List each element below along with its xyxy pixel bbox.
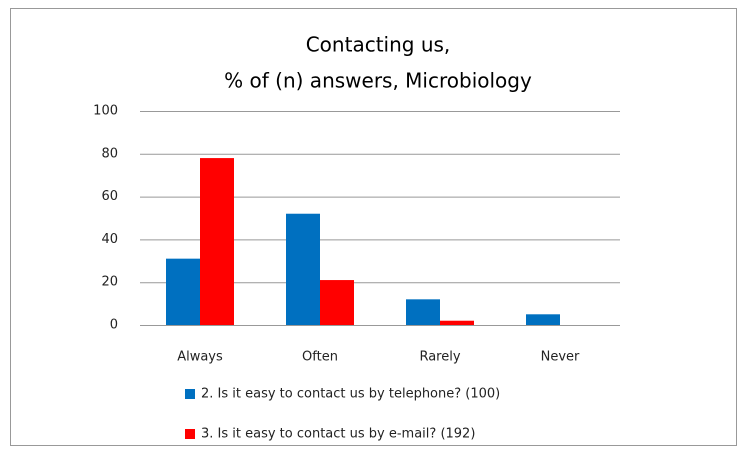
y-tick-label: 100	[93, 104, 118, 119]
x-tick-label: Often	[302, 350, 338, 365]
chart-title: Contacting us,	[306, 33, 451, 57]
y-tick-label: 20	[101, 275, 118, 290]
bar	[440, 320, 474, 325]
y-tick-label: 40	[101, 232, 118, 247]
x-tick-label: Always	[177, 350, 223, 365]
bar	[166, 258, 200, 325]
legend-label: 2. Is it easy to contact us by telephone…	[201, 387, 500, 402]
legend-swatch	[185, 389, 195, 399]
bar	[526, 314, 560, 325]
legend-swatch	[185, 429, 195, 439]
y-tick-label: 0	[110, 318, 118, 333]
bar	[406, 299, 440, 325]
chart-title: % of (n) answers, Microbiology	[224, 69, 532, 93]
x-tick-label: Never	[541, 350, 580, 365]
bar	[320, 280, 354, 325]
chart-border	[10, 8, 737, 446]
legend-label: 3. Is it easy to contact us by e-mail? (…	[201, 427, 475, 442]
y-tick-label: 80	[101, 146, 118, 161]
x-tick-label: Rarely	[419, 350, 460, 365]
y-tick-label: 60	[101, 189, 118, 204]
bar	[286, 213, 320, 325]
bar	[200, 158, 234, 325]
